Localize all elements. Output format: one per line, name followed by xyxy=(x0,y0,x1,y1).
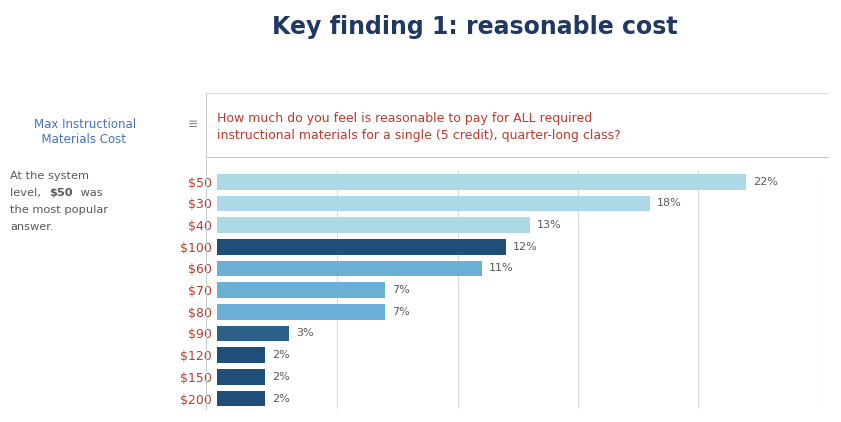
Text: 2%: 2% xyxy=(272,393,290,403)
Text: answer.: answer. xyxy=(10,222,54,232)
Text: How much do you feel is reasonable to pay for ALL required: How much do you feel is reasonable to pa… xyxy=(217,112,592,125)
Text: 18%: 18% xyxy=(657,198,682,208)
Text: ≡: ≡ xyxy=(188,118,198,131)
Bar xyxy=(217,217,530,233)
Bar xyxy=(217,326,289,341)
Bar xyxy=(217,174,746,189)
Bar xyxy=(217,347,265,363)
Text: 7%: 7% xyxy=(393,307,410,317)
Text: 2%: 2% xyxy=(272,350,290,360)
Text: 12%: 12% xyxy=(513,242,537,252)
Bar xyxy=(217,391,265,406)
Text: Key finding 1: reasonable cost: Key finding 1: reasonable cost xyxy=(272,15,678,39)
Text: 13%: 13% xyxy=(537,220,562,230)
Bar xyxy=(217,196,650,211)
Text: $50: $50 xyxy=(50,188,73,198)
Text: Max Instructional: Max Instructional xyxy=(34,118,135,131)
Bar xyxy=(217,239,505,254)
Text: 11%: 11% xyxy=(489,263,513,273)
Text: level,: level, xyxy=(10,188,45,198)
Bar xyxy=(217,282,385,298)
Text: At the system: At the system xyxy=(10,171,89,181)
Text: 2%: 2% xyxy=(272,372,290,382)
Text: the most popular: the most popular xyxy=(10,205,108,215)
Text: 7%: 7% xyxy=(393,285,410,295)
Bar xyxy=(217,369,265,384)
Text: Materials Cost: Materials Cost xyxy=(34,133,125,146)
Text: was: was xyxy=(77,188,102,198)
Text: instructional materials for a single (5 credit), quarter-long class?: instructional materials for a single (5 … xyxy=(217,129,621,142)
Bar xyxy=(217,304,385,319)
Text: 3%: 3% xyxy=(296,328,314,338)
Text: 22%: 22% xyxy=(754,177,778,187)
Bar xyxy=(217,261,482,276)
